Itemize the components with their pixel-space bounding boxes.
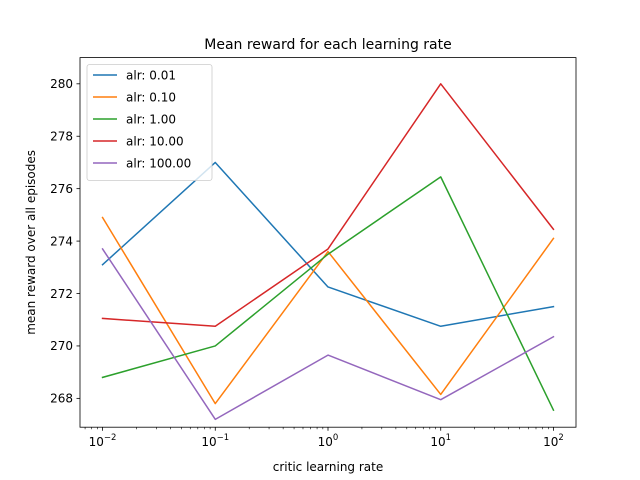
series-line-4 [101, 83, 555, 328]
x-tick-label: 101 [430, 433, 451, 449]
y-tick-label: 278 [50, 130, 73, 144]
x-tick-exponent: −1 [217, 433, 230, 443]
y-tick-label: 268 [50, 392, 73, 406]
x-tick-base: 10 [89, 435, 104, 449]
y-axis-label: mean reward over all episodes [24, 150, 38, 335]
x-tick-exponent: 0 [333, 433, 338, 443]
legend-label-4: alr: 10.00 [126, 134, 184, 148]
x-axis-label: critic learning rate [273, 460, 383, 474]
y-tick-label: 270 [50, 339, 73, 353]
y-tick-label: 272 [50, 287, 73, 301]
y-tick-label: 276 [50, 182, 73, 196]
x-tick-exponent: 2 [558, 433, 563, 443]
x-tick-base: 10 [543, 435, 558, 449]
x-tick-label: 10−2 [89, 433, 117, 449]
legend-label-5: alr: 100.00 [126, 156, 191, 170]
series-line-5 [101, 247, 555, 421]
x-axis-ticks: 10−2 10−1 100 101 102 [84, 427, 564, 449]
x-tick-exponent: −2 [104, 433, 117, 443]
legend-label-1: alr: 0.01 [126, 68, 176, 82]
chart-title: Mean reward for each learning rate [204, 37, 451, 53]
x-tick-exponent: 1 [446, 433, 451, 443]
x-tick-label: 10−1 [201, 433, 229, 449]
x-tick-base: 10 [430, 435, 445, 449]
legend-label-2: alr: 0.10 [126, 90, 176, 104]
series-line-3 [101, 176, 555, 412]
y-axis-ticks: 268 270 272 274 276 278 280 [50, 77, 80, 406]
x-tick-label: 100 [318, 433, 339, 449]
x-tick-base: 10 [201, 435, 216, 449]
series-lines [101, 83, 555, 421]
y-tick-label: 274 [50, 234, 73, 248]
x-tick-base: 10 [318, 435, 333, 449]
legend-label-3: alr: 1.00 [126, 112, 176, 126]
legend-box [86, 64, 213, 181]
series-line-1 [101, 161, 555, 328]
legend: alr: 0.01 alr: 0.10 alr: 1.00 alr: 10.00 alr… [86, 64, 213, 181]
series-line-2 [101, 216, 555, 405]
x-tick-label: 102 [543, 433, 564, 449]
y-tick-label: 280 [50, 77, 73, 91]
